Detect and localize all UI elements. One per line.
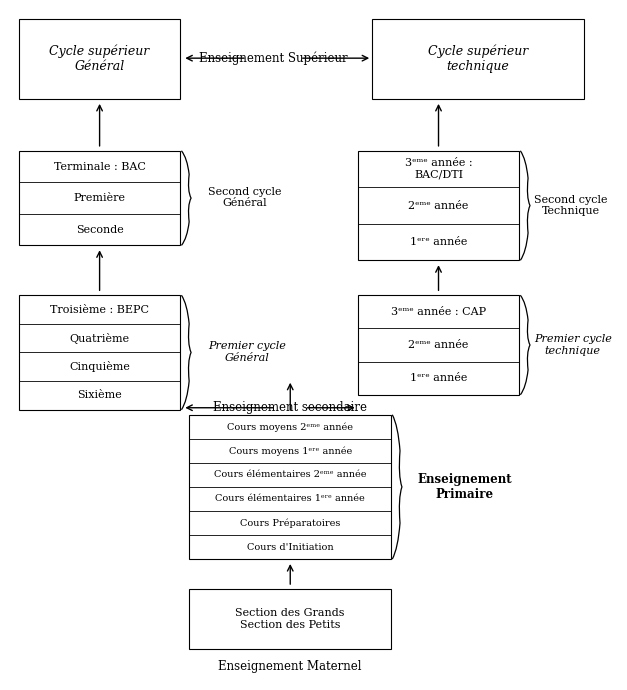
Text: 3ᵉᵐᵉ année :
BAC/DTI: 3ᵉᵐᵉ année : BAC/DTI (404, 158, 472, 180)
Text: Premier cycle
technique: Premier cycle technique (534, 334, 612, 356)
Text: Premier cycle
Général: Premier cycle Général (208, 341, 287, 363)
Text: 2ᵉᵐᵉ année: 2ᵉᵐᵉ année (408, 340, 469, 350)
Text: Seconde: Seconde (76, 225, 124, 235)
Text: Terminale : BAC: Terminale : BAC (54, 161, 145, 172)
Text: Cycle supérieur
Général: Cycle supérieur Général (50, 45, 150, 73)
Text: Section des Grands
Section des Petits: Section des Grands Section des Petits (236, 608, 345, 630)
Text: Enseignement Maternel: Enseignement Maternel (218, 660, 362, 673)
Bar (357, 295, 519, 395)
Text: Cinquième: Cinquième (69, 362, 130, 373)
Text: Second cycle
Technique: Second cycle Technique (534, 195, 608, 217)
Text: Cycle supérieur
technique: Cycle supérieur technique (428, 45, 528, 73)
Text: 3ᵉᵐᵉ année : CAP: 3ᵉᵐᵉ année : CAP (391, 307, 486, 317)
Text: 1ᵉʳᵉ année: 1ᵉʳᵉ année (410, 237, 467, 247)
Text: Troisième : BEPC: Troisième : BEPC (50, 304, 149, 315)
Text: Enseignement
Primaire: Enseignement Primaire (418, 473, 512, 502)
Text: Cours moyens 2ᵉᵐᵉ année: Cours moyens 2ᵉᵐᵉ année (227, 422, 353, 431)
Text: Première: Première (73, 193, 125, 203)
Text: 2ᵉᵐᵉ année: 2ᵉᵐᵉ année (408, 201, 469, 210)
Text: Cours moyens 1ᵉʳᵉ année: Cours moyens 1ᵉʳᵉ année (229, 446, 352, 455)
Text: Enseignement Supérieur: Enseignement Supérieur (199, 52, 347, 65)
Bar (19, 151, 181, 246)
Text: Cours Préparatoires: Cours Préparatoires (240, 518, 340, 528)
Text: 1ᵉʳᵉ année: 1ᵉʳᵉ année (410, 373, 467, 383)
Bar (189, 415, 391, 559)
Text: Sixième: Sixième (77, 391, 122, 400)
Text: Cours élémentaires 1ᵉʳᵉ année: Cours élémentaires 1ᵉʳᵉ année (215, 495, 365, 504)
Bar (357, 151, 519, 260)
Text: Cours d'Initiation: Cours d'Initiation (247, 542, 334, 551)
Bar (19, 295, 181, 410)
Text: Cours élémentaires 2ᵉᵐᵉ année: Cours élémentaires 2ᵉᵐᵉ année (214, 471, 367, 480)
Bar (19, 19, 181, 99)
Text: Enseignement secondaire: Enseignement secondaire (213, 402, 367, 414)
Text: Second cycle
Général: Second cycle Général (208, 187, 282, 208)
Bar (189, 589, 391, 649)
Text: Quatrième: Quatrième (70, 333, 130, 344)
Bar (372, 19, 584, 99)
